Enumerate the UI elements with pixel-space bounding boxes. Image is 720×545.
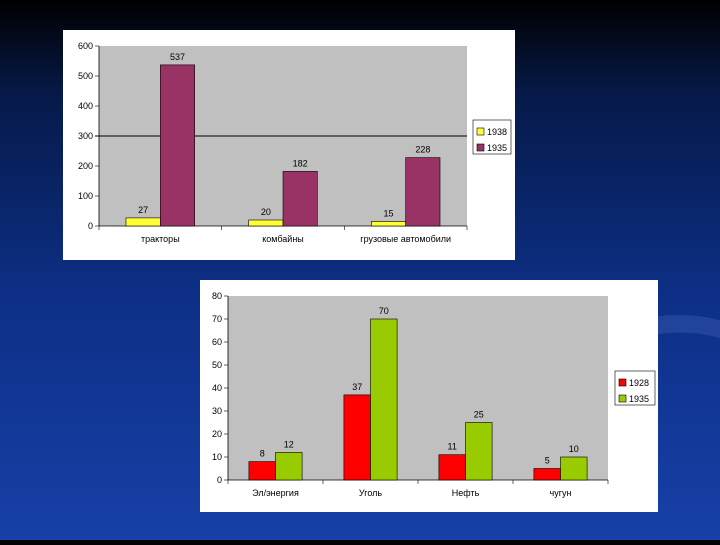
bar-1935-3 (560, 456, 588, 481)
x-tick-label: комбайны (262, 234, 304, 244)
bar-1928-2 (438, 454, 466, 481)
y-tick-label: 0 (217, 475, 222, 485)
plot-area (228, 296, 608, 480)
y-tick-label: 100 (78, 191, 93, 201)
data-label: 27 (138, 205, 148, 215)
bar-1938-0 (125, 217, 161, 227)
legend-swatch-1935 (618, 394, 627, 403)
y-tick-label: 30 (212, 406, 222, 416)
y-tick-label: 200 (78, 161, 93, 171)
chart-machinery: 0 100 200 300 400 500 600 27 537 тракторы 20 182 ком… (78, 41, 512, 244)
y-tick-label: 300 (78, 131, 93, 141)
data-label: 182 (293, 158, 308, 168)
legend-swatch-1935 (476, 143, 485, 152)
bar-1938-2 (371, 221, 406, 227)
legend-swatch-1928 (618, 378, 627, 387)
data-label: 5 (545, 456, 550, 466)
y-tick-label: 600 (78, 41, 93, 51)
y-tick-label: 50 (212, 360, 222, 370)
data-label: 37 (352, 382, 362, 392)
y-tick-label: 10 (212, 452, 222, 462)
data-label: 537 (170, 52, 185, 62)
x-tick-label: Эл/энергия (252, 488, 299, 498)
data-label: 20 (261, 207, 271, 217)
bar-1928-0 (248, 461, 276, 481)
data-label: 15 (383, 209, 393, 219)
legend-label: 1928 (629, 378, 649, 388)
data-label: 8 (260, 449, 265, 459)
bar-1935-1 (370, 318, 398, 481)
x-tick-label: тракторы (141, 234, 180, 244)
y-tick-label: 60 (212, 337, 222, 347)
chart-panel-resources: 0 10 20 30 40 50 60 70 80 8 12 Эл/энергия 37 70 Уголь 1… (200, 280, 658, 512)
x-tick-label: грузовые автомобили (360, 234, 451, 244)
data-label: 25 (474, 410, 484, 420)
bar-1938-1 (248, 219, 284, 227)
y-tick-label: 500 (78, 71, 93, 81)
legend-label: 1935 (629, 394, 649, 404)
chart-panel-machinery: 0 100 200 300 400 500 600 27 537 тракторы 20 182 ком… (63, 30, 515, 260)
y-tick-label: 70 (212, 314, 222, 324)
y-tick-label: 40 (212, 383, 222, 393)
data-label: 12 (284, 439, 294, 449)
y-tick-label: 0 (88, 221, 93, 231)
bar-1935-2 (465, 422, 493, 481)
bar-1935-1 (282, 171, 318, 227)
data-label: 11 (448, 442, 457, 452)
data-label: 228 (415, 145, 430, 155)
bar-1928-1 (343, 394, 371, 481)
legend-swatch-1938 (476, 127, 485, 136)
legend-label: 1935 (487, 143, 507, 153)
data-label: 70 (379, 306, 389, 316)
chart-resources: 0 10 20 30 40 50 60 70 80 8 12 Эл/энергия 37 70 Уголь 1… (212, 291, 656, 498)
bar-1928-3 (533, 468, 561, 481)
x-tick-label: Уголь (359, 488, 382, 498)
x-tick-label: чугун (550, 488, 572, 498)
y-tick-label: 80 (212, 291, 222, 301)
y-tick-label: 400 (78, 101, 93, 111)
bar-1935-0 (275, 452, 303, 481)
bar-1935-0 (160, 64, 195, 227)
data-label: 10 (569, 444, 579, 454)
x-tick-label: Нефть (452, 488, 480, 498)
legend-label: 1938 (487, 127, 507, 137)
y-tick-label: 20 (212, 429, 222, 439)
bar-1935-2 (405, 157, 441, 227)
